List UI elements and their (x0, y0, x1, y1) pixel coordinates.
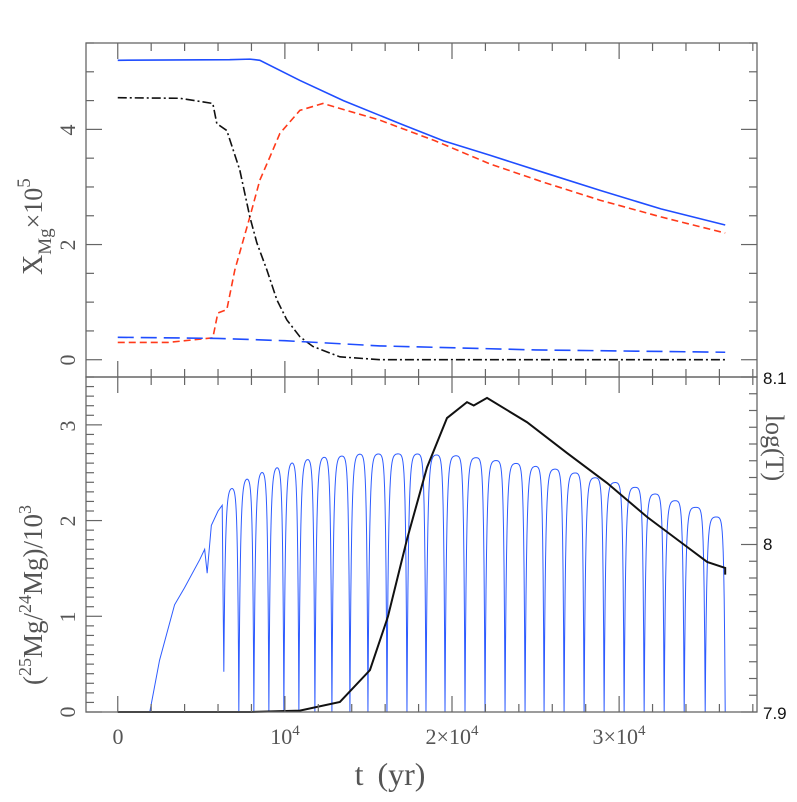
ylabel-times: ×10 (19, 188, 48, 229)
top-panel-frame (85, 42, 758, 378)
ylabel-sub: Mg (35, 228, 56, 255)
top-ytick-label: 2 (55, 240, 80, 251)
xtick-label: 2×104 (426, 723, 479, 749)
top-series-dashdot-line (117, 96, 726, 361)
x-axis-label: t (yr) (355, 756, 426, 792)
axis-ticks (86, 42, 757, 713)
log-temperature-line (117, 396, 727, 713)
xtick-label: 104 (270, 723, 300, 749)
top-series-solid-line (117, 58, 726, 226)
ylabel-mid: Mg/ (18, 612, 48, 658)
ylabel-exp: 3 (15, 505, 35, 514)
bottom-ytick-label: 1 (55, 612, 80, 623)
ylabel-iso2: 24 (15, 595, 35, 613)
isotope-ratio-line (117, 453, 726, 713)
right-y-axis-label: log(T) (760, 415, 789, 481)
bottom-ytick-label: 2 (55, 516, 80, 527)
y2tick-label: 8.1 (763, 369, 787, 388)
bottom-ytick-label: 3 (55, 421, 80, 432)
chart-marks (117, 58, 727, 713)
top-ytick-label: 4 (55, 125, 80, 136)
bottom-ytick-label: 0 (55, 707, 80, 718)
ylabel-iso1: 25 (15, 658, 35, 676)
ylabel-paren: ( (18, 676, 48, 685)
y2tick-label: 8 (763, 535, 772, 554)
ylabel-close: Mg)/10 (18, 514, 48, 595)
ylabel-exp: 5 (14, 178, 35, 188)
ylabel-x: X (18, 255, 49, 275)
bottom-y-axis-label: (25Mg/24Mg)/103 (15, 505, 48, 685)
top-y-axis-label: XMg×105 (14, 178, 56, 275)
y2tick-label: 7.9 (763, 704, 787, 723)
xtick-label: 0 (113, 724, 124, 749)
top-ytick-label: 0 (55, 355, 80, 366)
top-series-longdash-line (117, 336, 726, 354)
xtick-label: 3×104 (593, 723, 646, 749)
bottom-panel-frame (85, 376, 758, 713)
top-series-dashed-line (117, 102, 726, 344)
